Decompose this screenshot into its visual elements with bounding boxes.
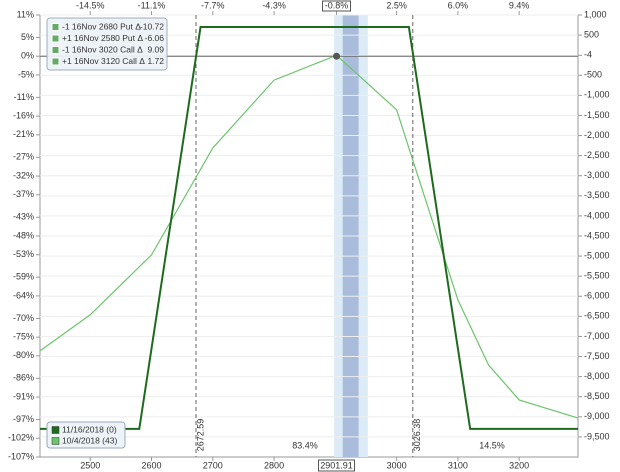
y2-tick-label: -9,000 (584, 411, 610, 421)
y2-tick-label: -6,500 (584, 311, 610, 321)
x2-tick-label: -14.5% (76, 0, 105, 10)
y-tick-label: -37% (13, 189, 34, 199)
zone-label: 14.5% (479, 440, 505, 450)
y-tick-label: 5% (21, 32, 34, 42)
y-tick-label: -27% (13, 152, 34, 162)
position-icon (51, 34, 60, 43)
y2-tick-label: 500 (584, 29, 599, 39)
y2-tick-label: -5,500 (584, 271, 610, 281)
cursor-label: 2901.91 (320, 460, 353, 470)
y2-tick-label: -4,500 (584, 230, 610, 240)
position-delta: 1.72 (147, 56, 164, 66)
position-icon (51, 23, 60, 31)
y-tick-label: -107% (8, 451, 34, 461)
y2-tick-label: -500 (584, 70, 602, 80)
legend-label: 11/16/2018 (0) (62, 424, 117, 434)
position-label: -1 16Nov 2680 Put Δ (62, 21, 141, 31)
cursor-box (318, 459, 356, 472)
cursor-dot (333, 52, 341, 60)
y2-tick-label: -2,000 (584, 130, 610, 140)
cursor-box (322, 0, 352, 12)
position-icon (51, 57, 60, 66)
x-tick-label: 2500 (80, 460, 100, 470)
zone-label: 83.4% (292, 440, 318, 450)
breakeven-label: 2672.59 (195, 419, 205, 452)
y2-tick-label: 1,000 (584, 9, 607, 19)
position-icon (51, 46, 60, 54)
y-tick-label: -64% (13, 290, 34, 300)
series-line (39, 54, 579, 419)
y-tick-label: -48% (13, 230, 34, 240)
y2-tick-label: -7,000 (584, 331, 610, 341)
y-tick-label: 11% (17, 9, 34, 19)
y2-tick-label: -4 (584, 50, 592, 60)
position-label: -1 16Nov 3020 Call Δ (62, 44, 143, 54)
y2-tick-label: -3,000 (584, 170, 610, 180)
y-tick-label: -86% (13, 373, 34, 383)
y2-tick-label: -3,500 (584, 190, 610, 200)
y2-tick-label: -2,500 (584, 150, 610, 160)
y2-tick-label: -5,000 (584, 250, 610, 260)
x2-tick-label: -11.1% (138, 0, 166, 10)
y-tick-label: -91% (13, 391, 34, 401)
y2-tick-label: -9,500 (584, 431, 610, 441)
y-tick-label: -5% (18, 69, 34, 79)
y-tick-label: 0% (21, 51, 34, 61)
y-tick-label: -102% (8, 433, 34, 443)
legend-swatch (51, 437, 60, 445)
y-tick-label: -16% (13, 111, 34, 121)
x-tick-label: 2700 (203, 460, 223, 470)
legend-swatch (51, 426, 60, 434)
x-tick-label: 2600 (142, 460, 162, 470)
y-tick-label: -11% (14, 92, 34, 102)
x2-tick-label: 9.4% (509, 0, 530, 10)
x2-tick-label: -4.3% (262, 0, 286, 10)
breakeven-label: 3026.38 (412, 419, 422, 452)
y-tick-label: -59% (13, 272, 34, 282)
y2-tick-label: -7,500 (584, 351, 610, 361)
y2-tick-label: -8,500 (584, 391, 610, 401)
y-tick-label: -80% (13, 350, 34, 360)
x2-tick-label: -7.7% (201, 0, 225, 10)
y2-tick-label: -6,000 (584, 291, 610, 301)
x2-tick-label: 2.5% (386, 0, 407, 10)
x-tick-label: 2800 (264, 460, 284, 470)
x-tick-label: 3000 (387, 460, 407, 470)
y2-tick-label: -1,000 (584, 90, 610, 100)
x-tick-label: 3200 (509, 460, 529, 470)
x-tick-label: 3100 (448, 460, 468, 470)
x2-tick-label: 6.0% (448, 0, 469, 10)
y-tick-label: -97% (13, 414, 34, 424)
position-delta: -6.06 (145, 33, 165, 43)
position-delta: 9.09 (147, 44, 164, 54)
y-tick-label: -32% (13, 170, 34, 180)
y-tick-label: -21% (13, 129, 34, 139)
x2-tick-label: -0.8% (325, 0, 349, 10)
position-label: +1 16Nov 3120 Call Δ (62, 56, 145, 66)
y2-tick-label: -4,000 (584, 210, 610, 220)
y-tick-label: -75% (13, 332, 34, 342)
position-delta: -10.72 (140, 21, 164, 31)
series-legend (46, 421, 126, 449)
positions-legend (46, 17, 168, 71)
y2-tick-label: -8,000 (584, 371, 610, 381)
legend-label: 10/4/2018 (43) (62, 435, 117, 445)
y-tick-label: -53% (13, 249, 34, 259)
position-label: +1 16Nov 2580 Put Δ (62, 33, 143, 43)
y-tick-label: -70% (13, 313, 34, 323)
y2-tick-label: -1,500 (584, 110, 610, 120)
y-tick-label: -43% (13, 212, 34, 222)
